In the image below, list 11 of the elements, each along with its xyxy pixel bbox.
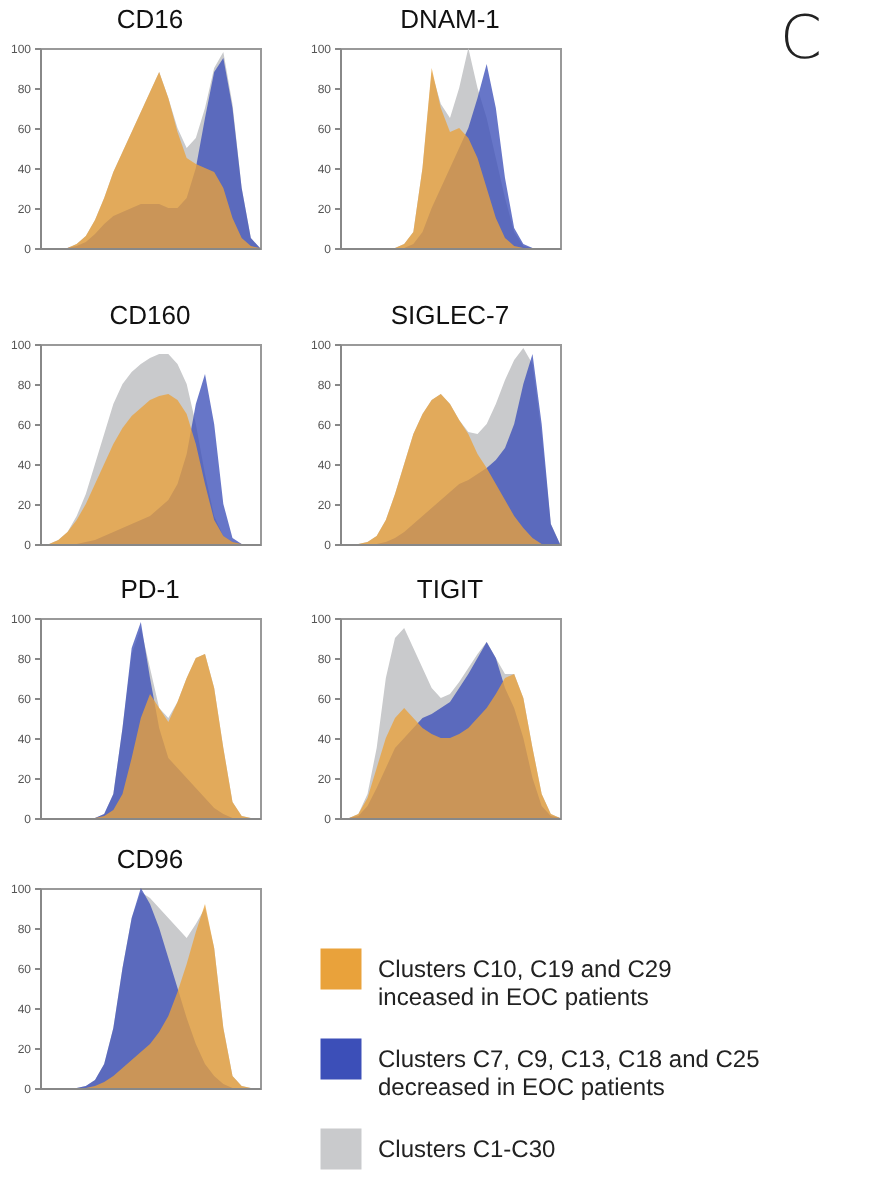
chart-title: CD160 (109, 300, 191, 330)
chart-title: TIGIT (416, 574, 484, 604)
chart-title: CD16 (116, 4, 184, 34)
legend-label: Clusters C10, C19 and C29 inceased in EOC patients (378, 955, 673, 1011)
legend-label: Clusters C7, C9, C13, C18 and C25 decreased in EOC patients (378, 1045, 761, 1101)
text: C (780, 4, 822, 74)
chart-title: SIGLEC-7 (390, 300, 510, 330)
chart-title: PD-1 (120, 574, 180, 604)
chart-title: CD96 (116, 844, 184, 874)
chart-title: DNAM-1 (400, 4, 500, 34)
legend-label: Clusters C1-C30 (378, 1135, 557, 1163)
